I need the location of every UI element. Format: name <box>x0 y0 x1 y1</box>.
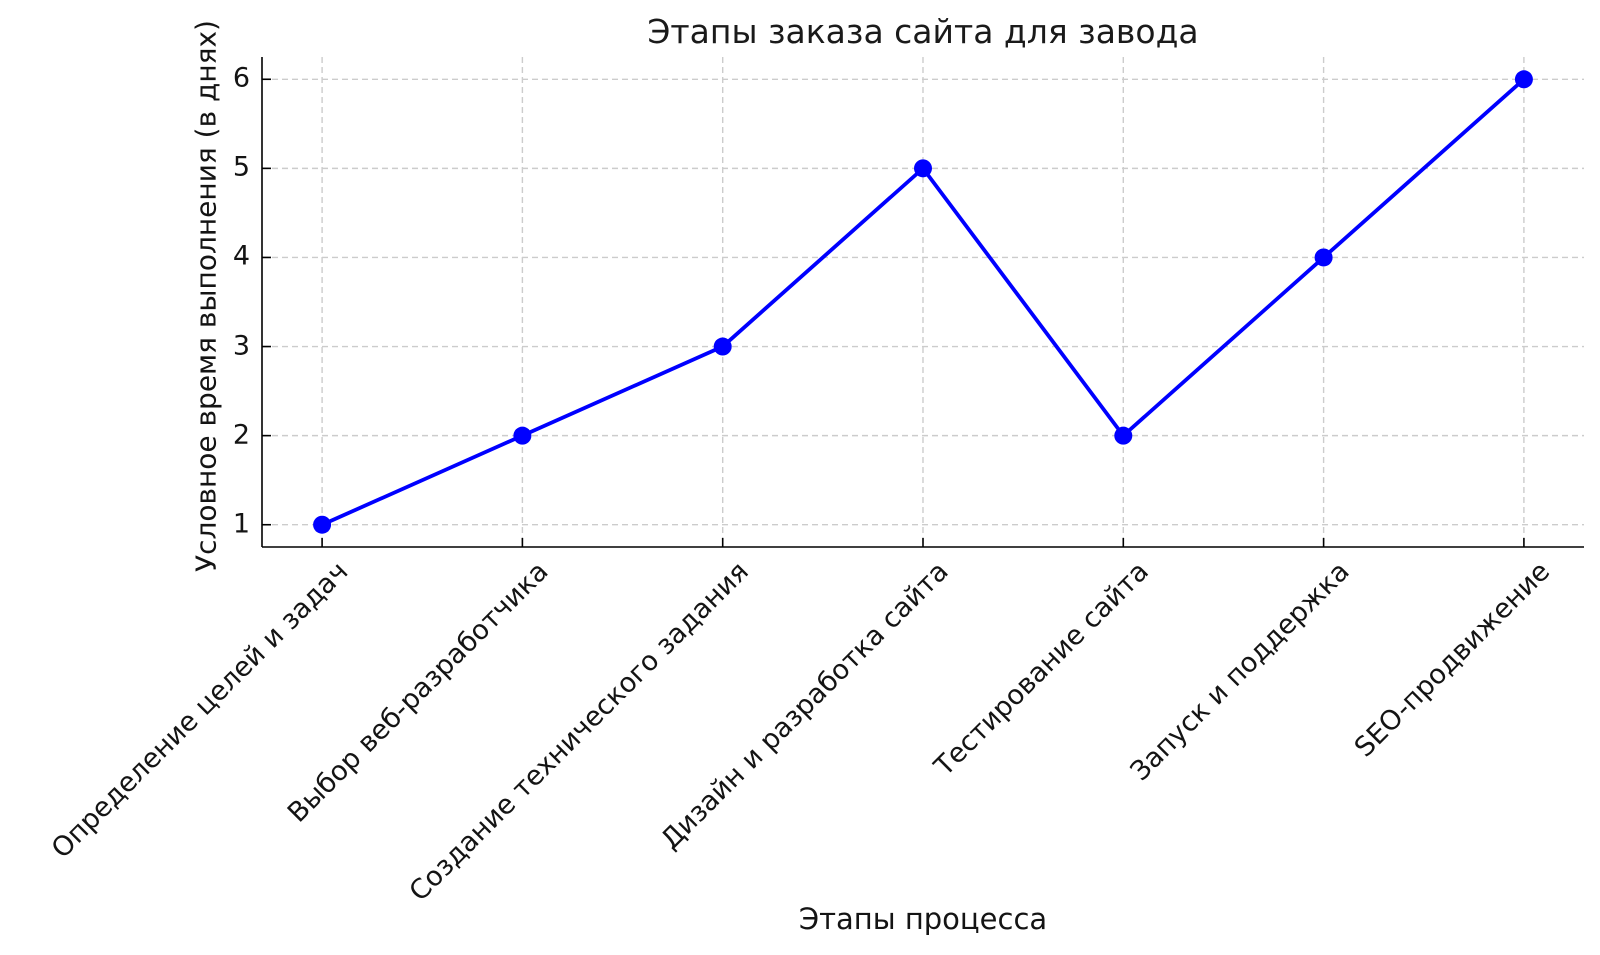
y-tick-label: 3 <box>232 329 250 361</box>
y-tick-label: 5 <box>232 151 250 183</box>
y-tick-label: 2 <box>232 418 250 450</box>
y-tick-label: 6 <box>232 62 250 94</box>
data-point-marker <box>713 337 732 356</box>
data-point-marker <box>313 515 332 534</box>
x-axis-label: Этапы процесса <box>798 902 1048 936</box>
y-axis-label: Условное время выполнения (в днях) <box>189 20 223 572</box>
data-point-marker <box>1514 70 1533 89</box>
data-point-marker <box>1114 426 1133 445</box>
y-tick-label: 1 <box>232 507 250 539</box>
data-point-marker <box>1314 248 1333 267</box>
data-point-marker <box>513 426 532 445</box>
chart-title: Этапы заказа сайта для завода <box>647 12 1199 51</box>
y-tick-label: 4 <box>232 240 250 272</box>
data-point-marker <box>914 159 932 178</box>
